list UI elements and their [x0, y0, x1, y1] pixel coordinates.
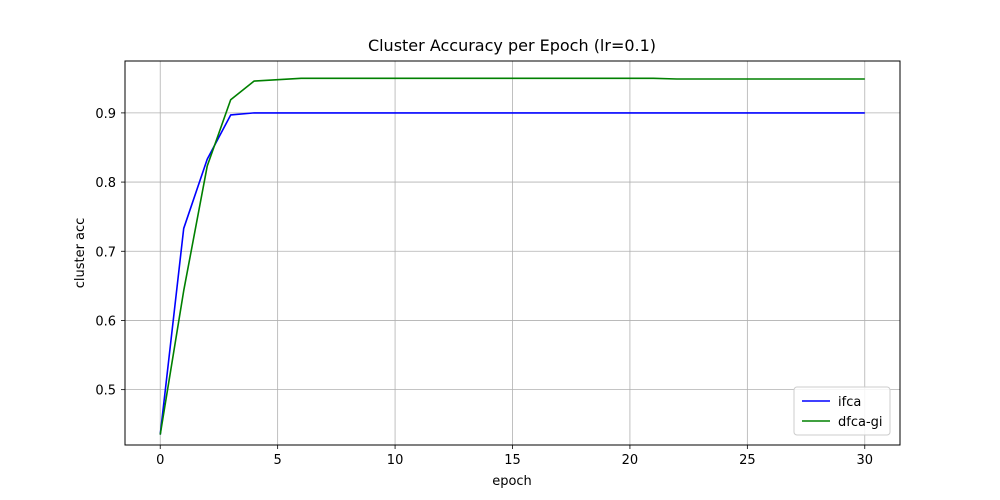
y-tick-label-2: 0.7	[95, 245, 116, 260]
x-tick-label-4: 20	[622, 453, 639, 468]
legend: ifca dfca-gi	[793, 386, 891, 436]
x-tick-label-5: 25	[739, 453, 756, 468]
legend-label-dfca-gi: dfca-gi	[838, 415, 883, 430]
legend-label-ifca: ifca	[838, 395, 861, 410]
y-tick-label-3: 0.8	[95, 176, 116, 191]
x-tick-label-1: 5	[274, 453, 282, 468]
chart-title: Cluster Accuracy per Epoch (lr=0.1)	[368, 36, 656, 55]
ticks: 0 5 10 15 20 25 30 0.5 0.6 0.7 0.8 0.9	[95, 107, 873, 468]
series-line-ifca	[159, 112, 865, 435]
series-line-dfca-gi	[159, 77, 865, 435]
x-tick-label-2: 10	[387, 453, 404, 468]
grid	[125, 61, 900, 445]
legend-box	[793, 386, 891, 436]
x-tick-label-3: 15	[504, 453, 521, 468]
x-tick-label-6: 30	[856, 453, 873, 468]
x-tick-label-0: 0	[156, 453, 164, 468]
y-tick-label-0: 0.5	[95, 384, 116, 399]
series-layer	[159, 77, 865, 435]
x-axis-label: epoch	[492, 474, 532, 489]
y-axis-label: cluster acc	[73, 218, 88, 289]
y-tick-label-1: 0.6	[95, 314, 116, 329]
y-tick-label-4: 0.9	[95, 107, 116, 122]
